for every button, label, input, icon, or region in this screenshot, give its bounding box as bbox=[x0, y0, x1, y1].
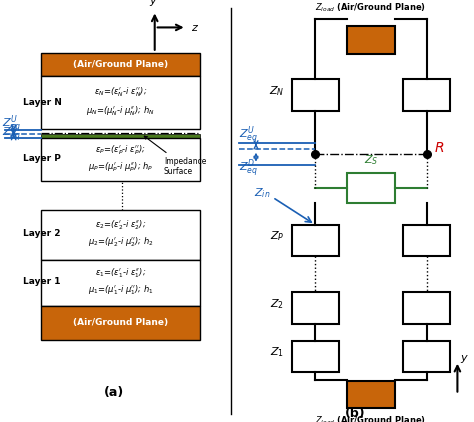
Text: Layer N: Layer N bbox=[23, 98, 62, 107]
Text: Layer P: Layer P bbox=[23, 154, 61, 163]
Text: (a): (a) bbox=[104, 386, 124, 399]
Bar bbox=[347, 26, 394, 54]
Text: Layer 1: Layer 1 bbox=[23, 277, 60, 287]
Text: Impedance
Surface: Impedance Surface bbox=[144, 136, 206, 176]
Text: $\mu_N$=($\mu_N^{\prime}$-i $\mu_N^{\prime\prime}$); $h_N$: $\mu_N$=($\mu_N^{\prime}$-i $\mu_N^{\pri… bbox=[86, 104, 155, 117]
Bar bbox=[41, 306, 200, 340]
Text: $Z_1$: $Z_1$ bbox=[270, 346, 284, 359]
Text: $R$: $R$ bbox=[434, 141, 444, 155]
Text: $y$: $y$ bbox=[460, 353, 469, 365]
Bar bbox=[41, 53, 200, 76]
Text: $Z_P$: $Z_P$ bbox=[270, 230, 284, 243]
Text: (Air/Ground Plane): (Air/Ground Plane) bbox=[73, 318, 168, 327]
Text: $\varepsilon_1$=($\varepsilon_1^{\prime}$-i $\varepsilon_1^{\prime\prime}$);: $\varepsilon_1$=($\varepsilon_1^{\prime}… bbox=[95, 267, 146, 280]
Text: Layer 2: Layer 2 bbox=[23, 230, 60, 238]
Bar bbox=[41, 138, 200, 181]
Bar bbox=[292, 292, 339, 324]
Bar bbox=[41, 134, 200, 138]
Text: $\varepsilon_N$=($\varepsilon_N^{\prime}$-i $\varepsilon_N^{\prime\prime}$);: $\varepsilon_N$=($\varepsilon_N^{\prime}… bbox=[94, 85, 147, 98]
Bar bbox=[292, 79, 339, 111]
Bar bbox=[41, 210, 200, 260]
Text: $z$: $z$ bbox=[191, 23, 199, 33]
Bar bbox=[347, 173, 394, 203]
Text: $Z_N$: $Z_N$ bbox=[269, 84, 284, 97]
Text: $Z_{eq}^D$: $Z_{eq}^D$ bbox=[239, 158, 259, 180]
Text: $\varepsilon_P$=($\varepsilon_P^{\prime}$-i $\varepsilon_P^{\prime\prime}$);: $\varepsilon_P$=($\varepsilon_P^{\prime}… bbox=[95, 143, 146, 157]
Text: $\mu_P$=($\mu_P^{\prime}$-i $\mu_P^{\prime\prime}$); $h_P$: $\mu_P$=($\mu_P^{\prime}$-i $\mu_P^{\pri… bbox=[88, 160, 153, 174]
Text: $Z_{eq}^U$: $Z_{eq}^U$ bbox=[239, 125, 259, 147]
Text: $\mu_1$=($\mu_1^{\prime}$-i $\mu_1^{\prime\prime}$); $h_1$: $\mu_1$=($\mu_1^{\prime}$-i $\mu_1^{\pri… bbox=[88, 284, 154, 297]
Text: $Z_2$: $Z_2$ bbox=[270, 297, 284, 311]
Text: $Z_{eq}^D$: $Z_{eq}^D$ bbox=[2, 123, 21, 145]
Text: $\mu_2$=($\mu_2^{\prime}$-i $\mu_2^{\prime\prime}$); $h_2$: $\mu_2$=($\mu_2^{\prime}$-i $\mu_2^{\pri… bbox=[88, 236, 154, 249]
Text: (b): (b) bbox=[345, 407, 366, 420]
Text: $\varepsilon_2$=($\varepsilon_2^{\prime}$-i $\varepsilon_2^{\prime\prime}$);: $\varepsilon_2$=($\varepsilon_2^{\prime}… bbox=[95, 219, 146, 232]
Bar bbox=[403, 341, 450, 373]
Bar bbox=[403, 79, 450, 111]
Text: $Z_S$: $Z_S$ bbox=[364, 153, 378, 167]
Text: $Z_{in}$: $Z_{in}$ bbox=[254, 186, 270, 200]
Text: $Z_{load}$ (Air/Ground Plane): $Z_{load}$ (Air/Ground Plane) bbox=[315, 1, 427, 14]
Bar bbox=[41, 76, 200, 129]
Bar bbox=[403, 292, 450, 324]
Bar bbox=[347, 381, 394, 408]
Text: $y$: $y$ bbox=[149, 0, 158, 8]
Text: (Air/Ground Plane): (Air/Ground Plane) bbox=[73, 60, 168, 69]
Text: $Z_{load}$ (Air/Ground Plane): $Z_{load}$ (Air/Ground Plane) bbox=[315, 415, 427, 422]
Bar bbox=[403, 225, 450, 256]
Bar bbox=[292, 225, 339, 256]
Bar bbox=[41, 260, 200, 306]
Bar bbox=[292, 341, 339, 373]
Text: $Z_{eq}^U$: $Z_{eq}^U$ bbox=[2, 114, 21, 136]
